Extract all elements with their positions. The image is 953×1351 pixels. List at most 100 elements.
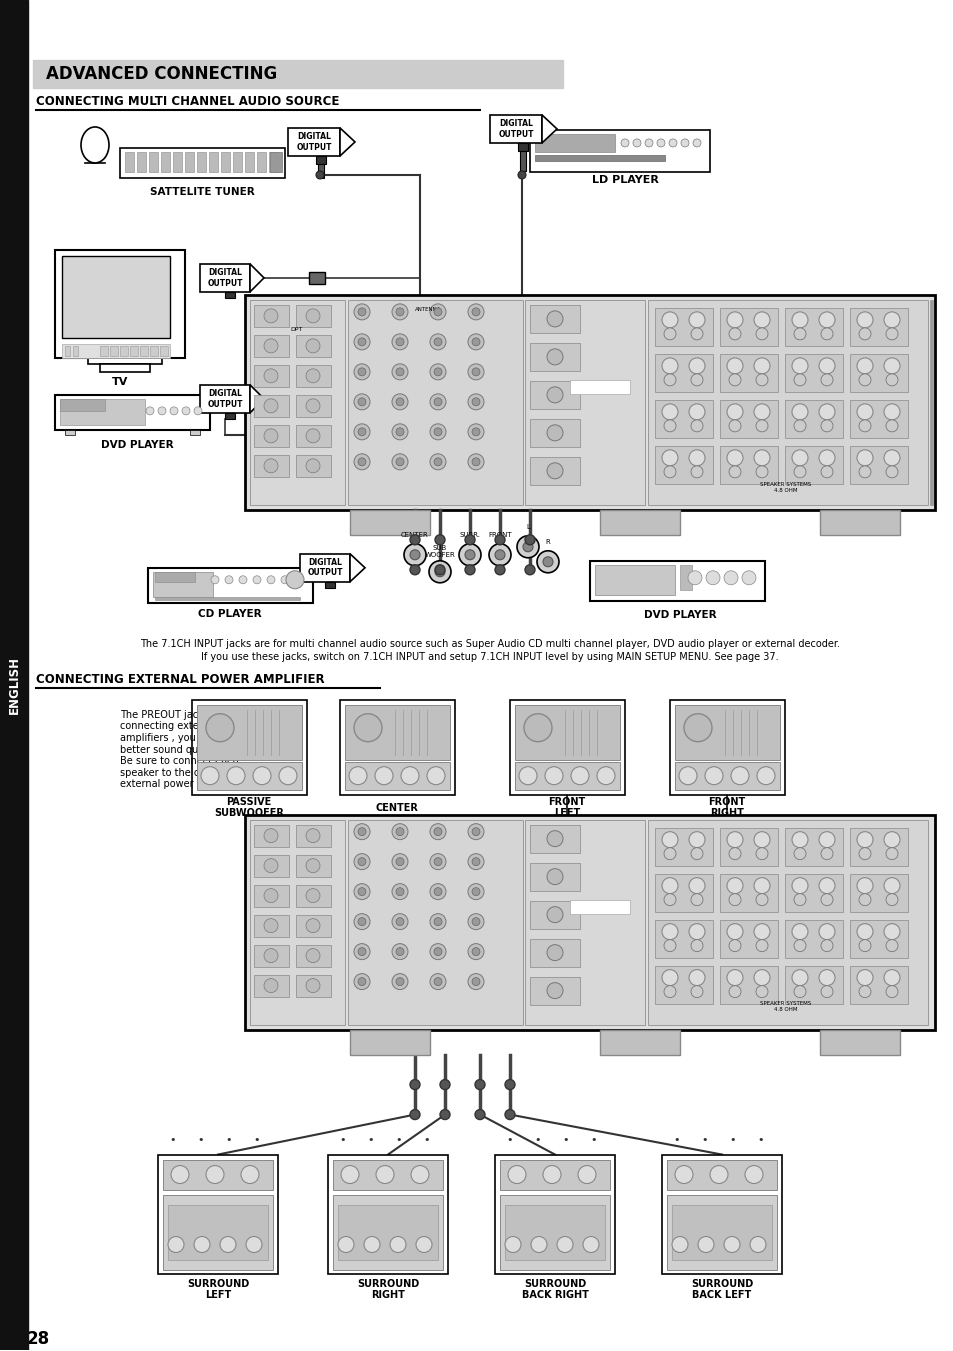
Circle shape: [264, 978, 277, 993]
Circle shape: [661, 970, 678, 986]
Circle shape: [663, 940, 676, 951]
Circle shape: [354, 304, 370, 320]
Bar: [55, 250, 185, 358]
Circle shape: [475, 1109, 484, 1120]
Circle shape: [690, 893, 702, 905]
Circle shape: [542, 1166, 560, 1183]
Circle shape: [728, 328, 740, 340]
Circle shape: [264, 948, 277, 963]
Bar: [535, 134, 615, 151]
Circle shape: [253, 767, 271, 785]
Circle shape: [357, 338, 366, 346]
Circle shape: [728, 847, 740, 859]
Circle shape: [416, 1236, 432, 1252]
Bar: [152, 571, 213, 597]
Bar: [253, 915, 289, 936]
Text: SURR.: SURR.: [459, 532, 480, 538]
Bar: [595, 565, 675, 594]
Circle shape: [755, 893, 767, 905]
Circle shape: [818, 404, 834, 420]
Bar: [295, 424, 331, 447]
Circle shape: [858, 466, 870, 478]
Circle shape: [434, 458, 441, 466]
Text: The 7.1CH INPUT jacks are for multi channel audio source such as Super Audio CD : The 7.1CH INPUT jacks are for multi chan…: [140, 639, 840, 648]
Bar: [720, 308, 778, 346]
Text: •: •: [170, 1135, 176, 1144]
Circle shape: [546, 463, 562, 478]
Circle shape: [858, 328, 870, 340]
Circle shape: [264, 309, 277, 323]
Bar: [295, 915, 331, 936]
Circle shape: [354, 974, 370, 990]
Circle shape: [211, 576, 219, 584]
Bar: [295, 944, 331, 966]
Bar: [190, 430, 200, 435]
Circle shape: [791, 312, 807, 328]
Text: ANTENNA: ANTENNA: [415, 308, 441, 312]
Circle shape: [546, 349, 562, 365]
Bar: [225, 413, 234, 419]
Circle shape: [410, 535, 419, 544]
Circle shape: [578, 1166, 596, 1183]
Bar: [192, 700, 307, 794]
Circle shape: [354, 363, 370, 380]
Circle shape: [264, 859, 277, 873]
Circle shape: [518, 767, 537, 785]
Circle shape: [582, 1236, 598, 1252]
Bar: [675, 762, 780, 790]
Text: •: •: [253, 1135, 260, 1144]
Bar: [245, 151, 253, 172]
Circle shape: [791, 878, 807, 893]
Circle shape: [791, 404, 807, 420]
Bar: [524, 300, 644, 505]
Circle shape: [856, 970, 872, 986]
Bar: [339, 700, 455, 794]
Circle shape: [661, 832, 678, 847]
Circle shape: [726, 832, 742, 847]
Circle shape: [468, 854, 483, 870]
Bar: [225, 292, 234, 297]
Text: SURROUND
BACK RIGHT: SURROUND BACK RIGHT: [521, 1278, 588, 1300]
Circle shape: [726, 924, 742, 940]
Text: •: •: [339, 1135, 346, 1144]
Circle shape: [663, 328, 676, 340]
Bar: [62, 255, 170, 338]
Circle shape: [410, 550, 419, 559]
Circle shape: [357, 367, 366, 376]
Circle shape: [597, 767, 615, 785]
Circle shape: [856, 450, 872, 466]
Circle shape: [793, 893, 805, 905]
Circle shape: [472, 367, 479, 376]
Circle shape: [523, 713, 552, 742]
Circle shape: [679, 767, 697, 785]
Circle shape: [392, 424, 408, 440]
Circle shape: [354, 913, 370, 929]
Bar: [33, 59, 562, 88]
Bar: [250, 300, 345, 505]
Circle shape: [306, 369, 319, 382]
Text: ADVANCED CONNECTING: ADVANCED CONNECTING: [46, 65, 277, 82]
Circle shape: [468, 394, 483, 409]
Circle shape: [793, 328, 805, 340]
Circle shape: [818, 878, 834, 893]
Text: CONNECTING MULTI CHANNEL AUDIO SOURCE: CONNECTING MULTI CHANNEL AUDIO SOURCE: [36, 96, 339, 108]
Circle shape: [306, 428, 319, 443]
Circle shape: [546, 869, 562, 885]
Bar: [535, 155, 664, 161]
Circle shape: [468, 824, 483, 840]
Circle shape: [464, 535, 475, 544]
Bar: [655, 966, 712, 1004]
Circle shape: [723, 570, 738, 585]
Circle shape: [818, 450, 834, 466]
Circle shape: [306, 828, 319, 843]
Bar: [295, 885, 331, 907]
Bar: [499, 1159, 609, 1189]
Bar: [655, 354, 712, 392]
Circle shape: [472, 397, 479, 405]
Polygon shape: [541, 115, 557, 143]
Text: DIGITAL
OUTPUT: DIGITAL OUTPUT: [296, 132, 332, 151]
Bar: [168, 1205, 268, 1259]
Bar: [88, 358, 162, 363]
Text: CENTER: CENTER: [400, 532, 429, 538]
Circle shape: [728, 374, 740, 386]
